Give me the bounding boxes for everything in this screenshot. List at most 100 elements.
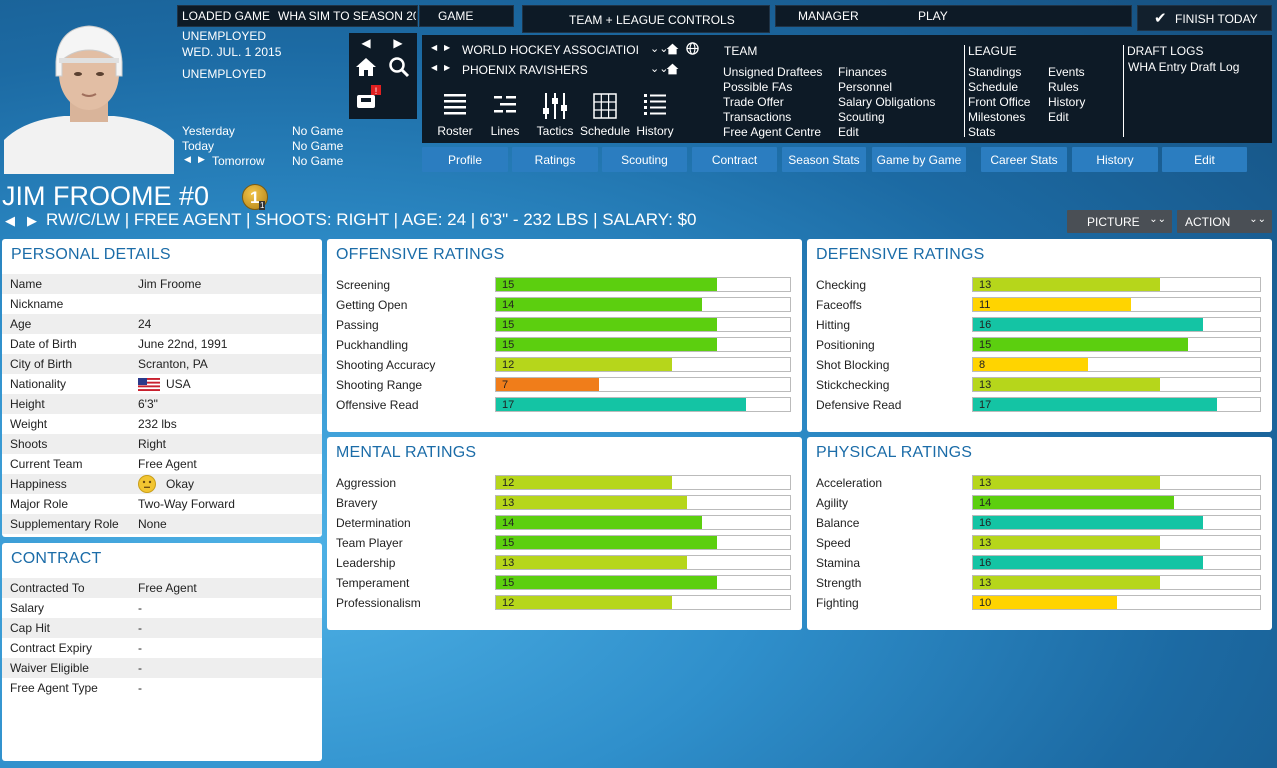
menu-item[interactable]: Events: [1048, 65, 1085, 79]
player-prev-icon[interactable]: ◀: [5, 213, 15, 228]
back-arrow-icon[interactable]: ◀: [361, 36, 371, 50]
tab-career-stats[interactable]: Career Stats: [981, 147, 1067, 172]
detail-label: Current Team: [10, 457, 83, 471]
menu-item[interactable]: Schedule: [968, 80, 1019, 94]
picture-dropdown[interactable]: PICTURE ⌄⌄: [1067, 210, 1172, 233]
menu-item[interactable]: Free Agent Centre: [723, 125, 822, 139]
league-next-icon[interactable]: ▶: [444, 43, 451, 52]
forward-arrow-icon[interactable]: ▶: [393, 36, 403, 50]
search-icon[interactable]: [387, 55, 411, 79]
menu-item[interactable]: Scouting: [838, 110, 885, 124]
rating-label: Getting Open: [336, 298, 408, 312]
menu-item[interactable]: Edit: [1048, 110, 1069, 124]
menu-item[interactable]: Transactions: [723, 110, 792, 124]
detail-row: Age 24: [2, 314, 322, 334]
menu-item[interactable]: Front Office: [968, 95, 1031, 109]
league-selector[interactable]: WORLD HOCKEY ASSOCIATIOI: [462, 43, 638, 57]
tab-profile[interactable]: Profile: [422, 147, 508, 172]
rating-value: 15: [502, 339, 515, 351]
play-menu[interactable]: PLAY: [918, 9, 948, 23]
tab-contract[interactable]: Contract: [692, 147, 777, 172]
rating-label: Strength: [816, 576, 862, 590]
rating-value: 14: [979, 497, 992, 509]
detail-value: USA: [138, 377, 191, 391]
menu-item[interactable]: Trade Offer: [723, 95, 784, 109]
detail-row: Date of Birth June 22nd, 1991: [2, 334, 322, 354]
tomorrow-next-icon[interactable]: ▶: [198, 154, 205, 164]
contract-title: CONTRACT: [11, 550, 102, 567]
team-next-icon[interactable]: ▶: [444, 63, 451, 72]
detail-value: -: [138, 621, 142, 635]
rating-label: Shooting Accuracy: [336, 358, 436, 372]
menu-item[interactable]: Finances: [838, 65, 887, 79]
menu-item[interactable]: Standings: [968, 65, 1022, 79]
rating-value: 17: [979, 399, 992, 411]
defensive-ratings-title: DEFENSIVE RATINGS: [816, 246, 985, 263]
tomorrow-prev-icon[interactable]: ◀: [184, 154, 191, 164]
tactics-label: Tactics: [536, 124, 574, 138]
finish-today-button[interactable]: ✔ FINISH TODAY: [1137, 5, 1272, 31]
tab-edit[interactable]: Edit: [1162, 147, 1247, 172]
team-league-controls-tab[interactable]: TEAM + LEAGUE CONTROLS: [522, 5, 770, 33]
globe-icon[interactable]: [686, 42, 699, 60]
rating-value: 17: [502, 399, 515, 411]
menu-item[interactable]: Stats: [968, 125, 996, 139]
tab-ratings[interactable]: Ratings: [512, 147, 598, 172]
menu-item[interactable]: Edit: [838, 125, 859, 139]
rating-row: Professionalism 12: [327, 592, 802, 612]
history-button[interactable]: History: [632, 91, 678, 139]
lines-button[interactable]: Lines: [483, 91, 527, 139]
menu-item[interactable]: Salary Obligations: [838, 95, 936, 109]
rating-label: Acceleration: [816, 476, 883, 490]
rating-bar: 8: [972, 357, 1261, 372]
roster-label: Roster: [437, 124, 473, 138]
player-next-icon[interactable]: ▶: [27, 213, 37, 228]
menu-item[interactable]: Unsigned Draftees: [723, 65, 823, 79]
detail-row: Happiness Okay: [2, 474, 322, 494]
detail-label: Date of Birth: [10, 337, 77, 351]
rating-bar-fill: [973, 476, 1160, 489]
detail-value: Right: [138, 437, 166, 451]
detail-value: -: [138, 641, 142, 655]
league-menu-title: LEAGUE: [968, 44, 1017, 58]
roster-button[interactable]: Roster: [432, 91, 480, 139]
tab-game-by-game[interactable]: Game by Game: [872, 147, 966, 172]
rating-label: Hitting: [816, 318, 851, 332]
menu-divider-2: [1123, 45, 1124, 137]
rating-bar: 14: [495, 297, 791, 312]
menu-item[interactable]: Possible FAs: [723, 80, 793, 94]
menu-item[interactable]: Milestones: [968, 110, 1026, 124]
chevron-down-icon: ⌄⌄: [1149, 214, 1166, 225]
home-icon[interactable]: [354, 55, 378, 79]
chevron-down-icon[interactable]: ⌄⌄: [650, 43, 669, 55]
rating-bar: 15: [495, 575, 791, 590]
tactics-button[interactable]: Tactics: [532, 91, 578, 139]
tab-history[interactable]: History: [1072, 147, 1158, 172]
league-home-icon[interactable]: [666, 42, 679, 60]
rating-bar-fill: [496, 398, 746, 411]
rating-row: Passing 15: [327, 314, 802, 334]
rating-bar-fill: [496, 536, 717, 549]
team-selector[interactable]: PHOENIX RAVISHERS: [462, 63, 588, 77]
rating-bar: 13: [972, 535, 1261, 550]
offensive-ratings-title: OFFENSIVE RATINGS: [336, 246, 505, 263]
tomorrow-value: No Game: [292, 154, 344, 168]
rating-value: 13: [502, 497, 515, 509]
menu-item[interactable]: WHA Entry Draft Log: [1128, 60, 1240, 74]
tab-season-stats[interactable]: Season Stats: [782, 147, 866, 172]
manager-play-bar[interactable]: MANAGER PLAY: [775, 5, 1132, 27]
menu-item[interactable]: Rules: [1048, 80, 1079, 94]
loaded-game-bar[interactable]: LOADED GAME WHA SIM TO SEASON 20: [177, 5, 418, 27]
menu-item[interactable]: History: [1048, 95, 1086, 109]
menu-item[interactable]: Personnel: [838, 80, 893, 94]
game-menu[interactable]: GAME: [419, 5, 514, 27]
team-chevron-down-icon[interactable]: ⌄⌄: [650, 63, 669, 75]
action-dropdown[interactable]: ACTION ⌄⌄: [1177, 210, 1272, 233]
inbox-icon[interactable]: !: [354, 85, 382, 111]
tab-scouting[interactable]: Scouting: [602, 147, 687, 172]
team-home-icon[interactable]: [666, 62, 679, 80]
league-prev-icon[interactable]: ◀: [431, 43, 438, 52]
schedule-button[interactable]: Schedule: [580, 91, 630, 139]
manager-menu[interactable]: MANAGER: [798, 9, 859, 23]
team-prev-icon[interactable]: ◀: [431, 63, 438, 72]
